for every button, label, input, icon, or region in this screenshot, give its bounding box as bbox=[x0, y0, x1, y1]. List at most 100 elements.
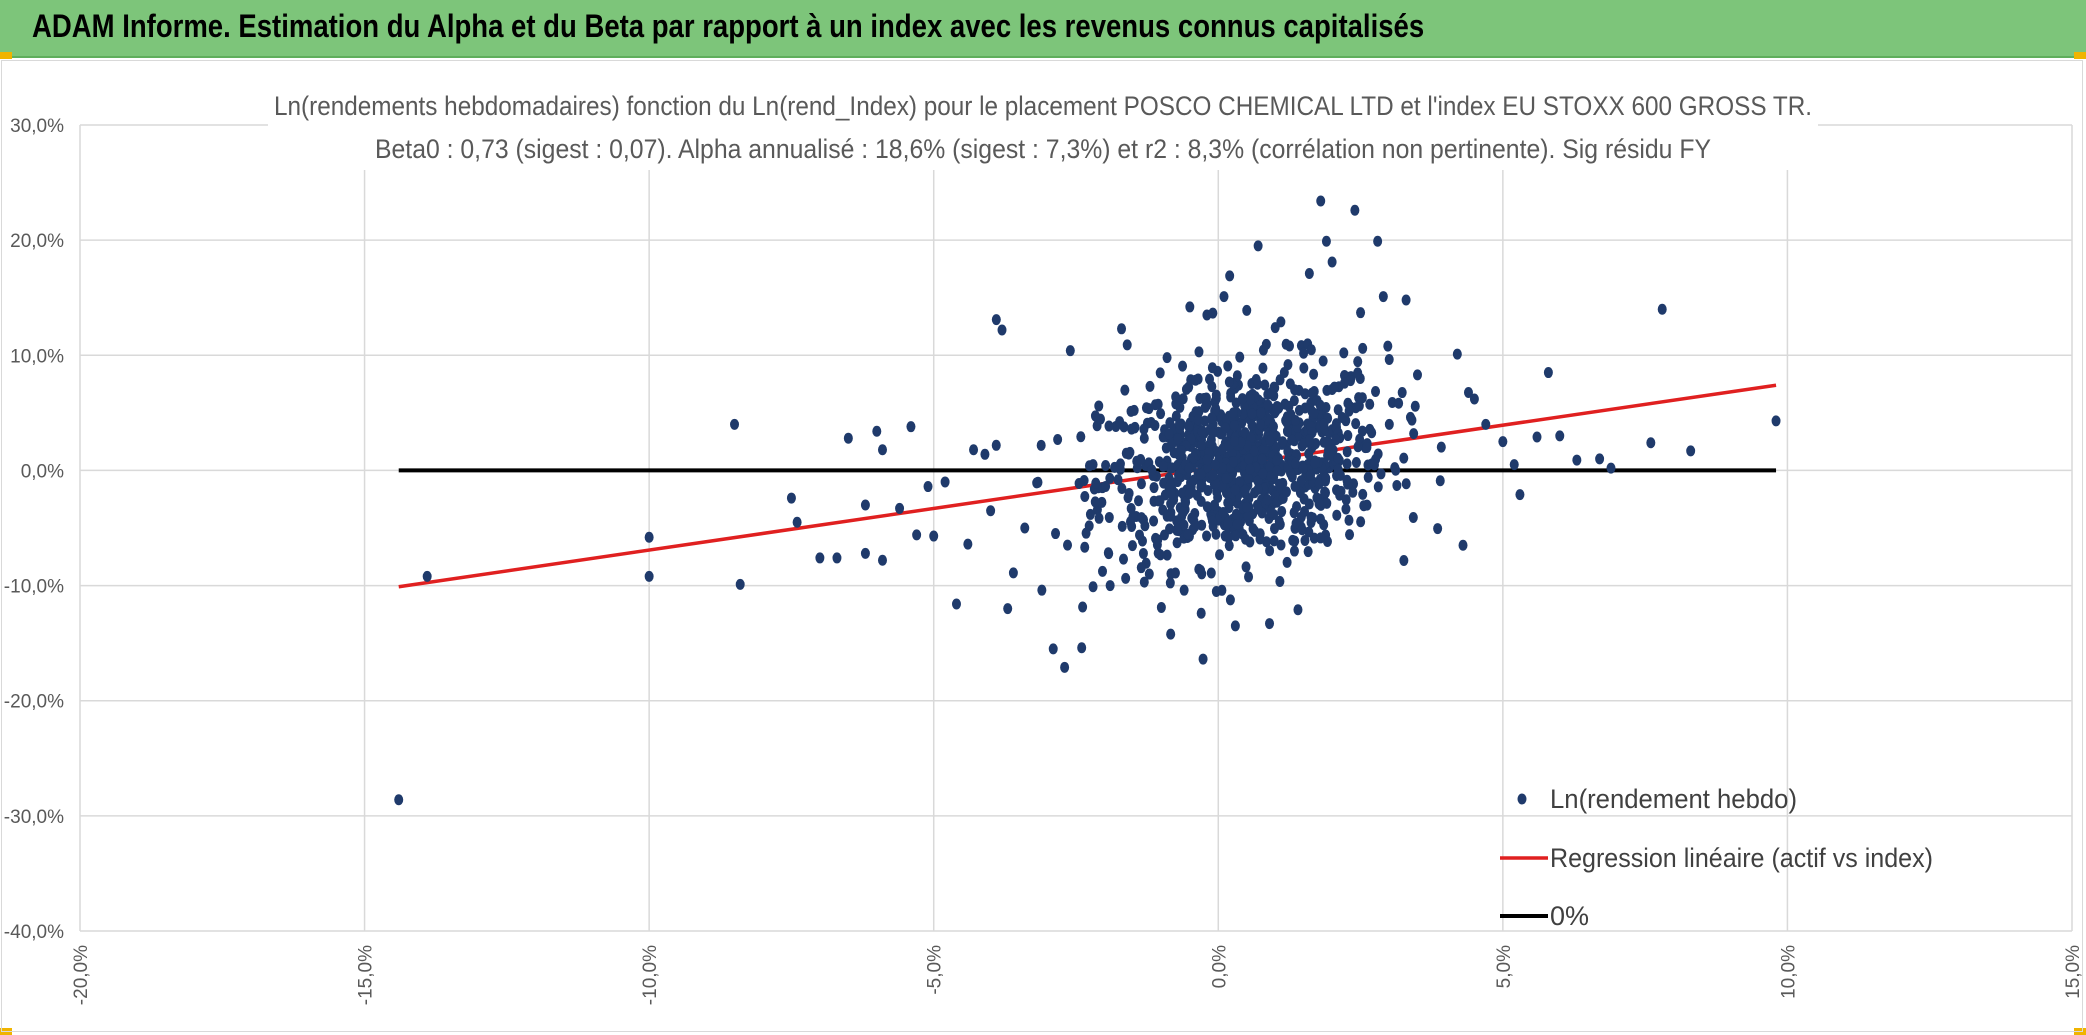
data-point bbox=[1293, 604, 1303, 616]
data-point bbox=[1359, 500, 1369, 512]
data-point bbox=[1407, 414, 1417, 426]
data-points bbox=[394, 195, 1781, 806]
data-point bbox=[1287, 434, 1297, 446]
data-point bbox=[1208, 469, 1218, 481]
data-point bbox=[1178, 506, 1188, 518]
data-point bbox=[1458, 539, 1468, 551]
data-point bbox=[1304, 498, 1314, 510]
data-point bbox=[1229, 420, 1239, 432]
data-point bbox=[1253, 483, 1263, 495]
data-point bbox=[1262, 494, 1272, 506]
data-point bbox=[1207, 412, 1217, 424]
data-point bbox=[1194, 346, 1204, 358]
data-point bbox=[832, 552, 842, 564]
data-point bbox=[1363, 459, 1373, 471]
data-point bbox=[843, 432, 853, 444]
data-point bbox=[1309, 532, 1319, 544]
data-point bbox=[1207, 427, 1217, 439]
data-point bbox=[1235, 351, 1245, 363]
data-point bbox=[1657, 303, 1667, 315]
data-point bbox=[1224, 540, 1234, 552]
data-point bbox=[1166, 510, 1176, 522]
data-point bbox=[1211, 389, 1221, 401]
data-point bbox=[1498, 436, 1508, 448]
data-point bbox=[1101, 480, 1111, 492]
data-point bbox=[1344, 405, 1354, 417]
x-tick-label: 10,0% bbox=[1778, 945, 1799, 999]
data-point bbox=[986, 505, 996, 517]
data-point bbox=[1348, 486, 1358, 498]
data-point bbox=[1266, 386, 1276, 398]
data-point bbox=[1117, 520, 1127, 532]
data-point bbox=[1079, 474, 1089, 486]
data-point bbox=[1126, 503, 1136, 515]
data-point bbox=[1256, 407, 1266, 419]
data-point bbox=[1399, 452, 1409, 464]
data-point bbox=[1363, 471, 1373, 483]
data-point bbox=[1260, 379, 1270, 391]
data-point bbox=[1254, 503, 1264, 515]
data-point bbox=[1008, 567, 1018, 579]
data-point bbox=[1304, 268, 1314, 280]
data-point bbox=[1343, 430, 1353, 442]
data-point bbox=[1321, 472, 1331, 484]
data-point bbox=[1101, 459, 1111, 471]
data-point bbox=[1155, 495, 1165, 507]
data-point bbox=[1162, 352, 1172, 364]
data-point bbox=[1290, 415, 1300, 427]
data-point bbox=[877, 554, 887, 566]
data-point bbox=[1333, 464, 1343, 476]
data-point bbox=[1211, 528, 1221, 540]
data-point bbox=[1125, 446, 1135, 458]
data-point bbox=[1150, 420, 1160, 432]
data-point bbox=[1145, 380, 1155, 392]
data-point bbox=[1207, 515, 1217, 527]
data-point bbox=[786, 492, 796, 504]
data-point bbox=[1119, 553, 1129, 565]
data-point bbox=[1373, 235, 1383, 247]
data-point bbox=[1243, 472, 1253, 484]
data-point bbox=[1342, 458, 1352, 470]
data-point bbox=[1285, 340, 1295, 352]
data-point bbox=[1371, 386, 1381, 398]
data-point bbox=[1274, 402, 1284, 414]
data-point bbox=[1268, 421, 1278, 433]
data-point bbox=[1088, 581, 1098, 593]
data-point bbox=[1164, 428, 1174, 440]
data-point bbox=[1247, 408, 1257, 420]
data-point bbox=[1137, 512, 1147, 524]
y-tick-label: -10,0% bbox=[4, 577, 64, 598]
data-point bbox=[1218, 506, 1228, 518]
data-point bbox=[1090, 410, 1100, 422]
chart-title: Ln(rendements hebdomadaires) fonction du… bbox=[274, 91, 1812, 121]
data-point bbox=[1266, 506, 1276, 518]
data-point bbox=[1219, 291, 1229, 303]
data-point bbox=[1265, 545, 1275, 557]
data-point bbox=[1119, 421, 1129, 433]
data-point bbox=[1452, 348, 1462, 360]
data-point bbox=[1351, 418, 1361, 430]
data-point bbox=[991, 314, 1001, 326]
data-point bbox=[1173, 433, 1183, 445]
data-point bbox=[1332, 509, 1342, 521]
data-point bbox=[1341, 494, 1351, 506]
data-point bbox=[1329, 381, 1339, 393]
data-point bbox=[1384, 353, 1394, 365]
y-tick-label: -40,0% bbox=[4, 922, 64, 943]
data-point bbox=[1339, 347, 1349, 359]
data-point bbox=[1120, 384, 1130, 396]
data-point bbox=[1138, 547, 1148, 559]
corner-marker-right bbox=[2074, 52, 2086, 59]
data-point bbox=[1401, 478, 1411, 490]
data-point bbox=[1333, 452, 1343, 464]
data-point bbox=[1282, 411, 1292, 423]
data-point bbox=[1300, 534, 1310, 546]
data-point bbox=[1463, 386, 1473, 398]
data-point bbox=[1394, 397, 1404, 409]
data-point bbox=[1225, 594, 1235, 606]
data-point bbox=[1261, 338, 1271, 350]
data-point bbox=[1229, 435, 1239, 447]
data-point bbox=[1208, 307, 1218, 319]
data-point bbox=[1051, 528, 1061, 540]
x-tick-label: -15,0% bbox=[356, 945, 377, 1005]
